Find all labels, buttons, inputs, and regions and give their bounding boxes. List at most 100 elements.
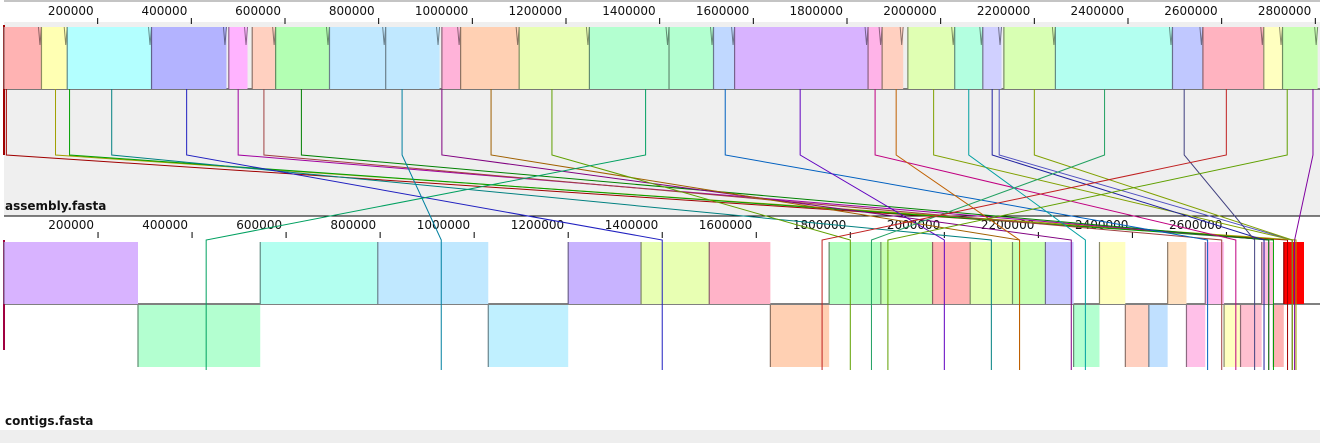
lcb-connection: [968, 89, 1086, 370]
lcb-block[interactable]: [275, 27, 330, 89]
lcb-block[interactable]: [1012, 242, 1046, 304]
ruler-tick-label: 1800000: [793, 218, 846, 232]
lcb-block[interactable]: [1073, 305, 1100, 367]
lcb-block[interactable]: [1045, 242, 1074, 304]
lcb-track-contigs[interactable]: [3, 242, 1304, 367]
ruler-assembly: [4, 0, 1320, 22]
lcb-block[interactable]: [1205, 242, 1225, 304]
sequence-label-contigs: contigs.fasta: [5, 414, 94, 428]
sequence-label-assembly: assembly.fasta: [5, 199, 107, 213]
lcb-block[interactable]: [1099, 242, 1126, 304]
ruler-tick-label: 800000: [330, 218, 376, 232]
lcb-connection: [551, 89, 851, 370]
lcb-block[interactable]: [882, 27, 904, 89]
lcb-block[interactable]: [4, 27, 42, 89]
lcb-connection: [401, 89, 442, 370]
lcb-block[interactable]: [982, 27, 1002, 89]
lcb-track-assembly[interactable]: [3, 26, 1319, 89]
ruler-tick-label: 800000: [329, 4, 375, 18]
lcb-block[interactable]: [641, 242, 710, 304]
lcb-block[interactable]: [770, 305, 830, 367]
lcb-connection: [69, 89, 1274, 370]
lcb-connection: [887, 89, 1288, 370]
lcb-block[interactable]: [1263, 27, 1283, 89]
lcb-block[interactable]: [41, 27, 68, 89]
ruler-tick-label: 2800000: [1258, 4, 1311, 18]
lcb-connection-lines: [5, 89, 1314, 370]
lcb-connection: [724, 89, 1209, 370]
lcb-block[interactable]: [954, 27, 983, 89]
lcb-block[interactable]: [1055, 27, 1173, 89]
lcb-block[interactable]: [1003, 27, 1056, 89]
lcb-block[interactable]: [228, 27, 248, 89]
lcb-block[interactable]: [734, 27, 869, 89]
lcb-connection: [205, 89, 647, 370]
ruler-tick-label: 400000: [142, 218, 188, 232]
lcb-block[interactable]: [829, 242, 881, 304]
lcb-block[interactable]: [713, 27, 735, 89]
lcb-connection: [1294, 89, 1314, 370]
ruler-tick-label: 1200000: [509, 4, 562, 18]
lcb-connection: [821, 89, 1227, 370]
lcb-block[interactable]: [669, 27, 714, 89]
lcb-block[interactable]: [589, 27, 670, 89]
lcb-block[interactable]: [1261, 242, 1274, 304]
lcb-block[interactable]: [1273, 305, 1284, 367]
lcb-connection: [5, 89, 1289, 370]
lcb-block[interactable]: [1240, 305, 1262, 367]
ruler-tick-label: 1600000: [696, 4, 749, 18]
lcb-block[interactable]: [932, 242, 971, 304]
lcb-block[interactable]: [67, 27, 152, 89]
lcb-block[interactable]: [568, 242, 642, 304]
lcb-block[interactable]: [137, 305, 261, 367]
lcb-block[interactable]: [252, 27, 276, 89]
ruler-tick-label: 2400000: [1071, 4, 1124, 18]
bottom-strip: [0, 430, 1320, 443]
similarity-profile: [899, 26, 904, 46]
ruler-tick-label: 600000: [236, 218, 282, 232]
lcb-block[interactable]: [460, 27, 520, 89]
lcb-connection: [300, 89, 1270, 370]
lcb-connection: [895, 89, 1021, 370]
lcb-connection: [874, 89, 1237, 370]
lcb-block[interactable]: [329, 27, 386, 89]
lcb-block[interactable]: [709, 242, 771, 304]
ruler-tick-label: 1000000: [417, 218, 470, 232]
lcb-connection: [799, 89, 945, 370]
lcb-block[interactable]: [1283, 242, 1304, 304]
lcb-block[interactable]: [385, 27, 440, 89]
ruler-tick-label: 200000: [48, 218, 94, 232]
lcb-block[interactable]: [1167, 242, 1187, 304]
ruler-contigs-ticks: 200000 400000 600000 800000 1000000 1200000 14…: [48, 218, 1227, 238]
lcb-block[interactable]: [519, 27, 590, 89]
lcb-connection: [991, 89, 1265, 370]
similarity-profile: [436, 26, 441, 46]
ruler-tick-label: 1600000: [699, 218, 752, 232]
lcb-block[interactable]: [151, 27, 227, 89]
lcb-block[interactable]: [260, 242, 378, 304]
lcb-block[interactable]: [377, 242, 489, 304]
ruler-tick-label: 1400000: [605, 218, 658, 232]
lcb-block[interactable]: [4, 242, 138, 304]
lcb-connection: [1183, 89, 1256, 370]
lcb-block[interactable]: [441, 27, 461, 89]
lcb-block[interactable]: [1186, 305, 1206, 367]
lcb-block[interactable]: [1148, 305, 1168, 367]
lcb-block[interactable]: [1172, 27, 1203, 89]
lcb-block[interactable]: [880, 242, 933, 304]
lcb-block[interactable]: [488, 305, 569, 367]
ruler-tick-label: 1000000: [415, 4, 468, 18]
lcb-block[interactable]: [1224, 305, 1241, 367]
lcb-block[interactable]: [1202, 27, 1264, 89]
lcb-block[interactable]: [907, 27, 955, 89]
ruler-tick-label: 2600000: [1169, 218, 1222, 232]
similarity-profile: [244, 26, 249, 46]
lcb-connection: [1033, 89, 1293, 370]
lcb-block[interactable]: [868, 27, 883, 89]
similarity-profile: [998, 26, 1003, 46]
lcb-block[interactable]: [1125, 305, 1149, 367]
lcb-block[interactable]: [1282, 27, 1318, 89]
ruler-tick-label: 2200000: [977, 4, 1030, 18]
